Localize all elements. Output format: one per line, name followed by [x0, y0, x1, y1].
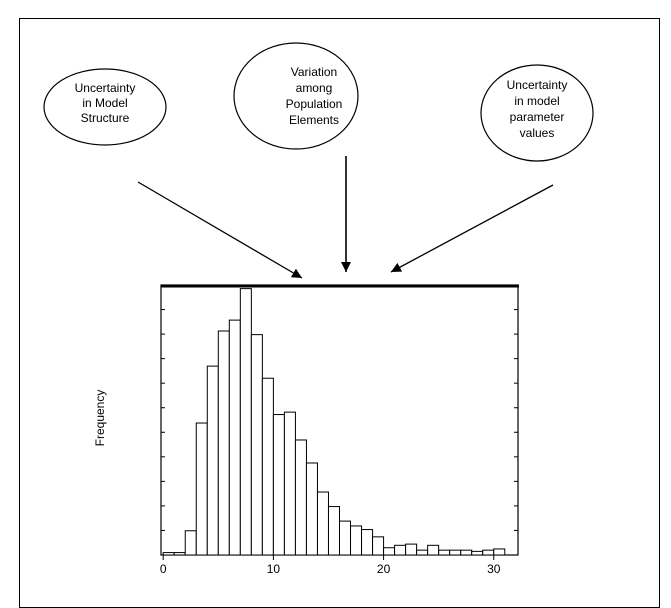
histogram-bars [162, 288, 506, 556]
histogram-bar-23 [416, 549, 429, 556]
parameter-values-label-line-3: parameter [510, 110, 565, 124]
source-node-model-structure: Uncertainty in Model Structure [43, 68, 167, 146]
source-node-parameter-values: Uncertainty in model parameter values [480, 64, 594, 162]
histogram-bar-30 [493, 548, 506, 556]
histogram-bar-25 [438, 549, 451, 556]
histogram-bar-29 [482, 549, 495, 556]
arrow-model-structure [137, 181, 303, 279]
histogram-bar-16 [339, 520, 352, 556]
histogram-bar-4 [206, 365, 219, 556]
histogram-bar-20 [383, 547, 396, 556]
histogram-bar-9 [261, 377, 274, 556]
histogram-bar-3 [195, 422, 208, 556]
histogram-bar-19 [372, 536, 385, 556]
x-tick-label-3: 30 [487, 562, 501, 576]
histogram-bar-15 [327, 506, 341, 556]
ellipse-population-variation [233, 42, 359, 150]
histogram-bar-24 [427, 544, 440, 556]
x-tick-label-2: 20 [377, 562, 391, 576]
histogram-bar-13 [305, 462, 318, 556]
histogram-bar-26 [449, 549, 462, 556]
model-structure-label-line-3: Structure [81, 111, 130, 125]
histogram-bar-22 [405, 543, 418, 556]
x-axis-ticks: 0 10 20 30 [160, 555, 501, 576]
x-tick-label-0: 0 [160, 562, 167, 576]
population-variation-label-line-2: among [296, 81, 333, 95]
histogram: 0 10 20 30 Frequency [93, 284, 519, 576]
model-structure-label-line-2: in Model [82, 96, 127, 110]
parameter-values-label-line-2: in model [514, 94, 559, 108]
histogram-bar-28 [471, 550, 484, 556]
arrow-parameter-values [390, 184, 554, 273]
parameter-values-label-line-4: values [520, 126, 555, 140]
y-axis-ticks [161, 309, 518, 531]
ellipse-model-structure [43, 68, 167, 146]
histogram-bar-6 [228, 319, 241, 556]
histogram-bar-7 [239, 288, 252, 556]
histogram-bar-8 [250, 334, 263, 556]
population-variation-label-line-3: Population [286, 97, 343, 111]
histogram-bar-17 [350, 525, 363, 556]
histogram-bar-12 [294, 439, 307, 556]
parameter-values-label-line-1: Uncertainty [507, 78, 568, 92]
histogram-bar-5 [217, 330, 230, 556]
source-node-population-variation: Variation among Population Elements [233, 42, 359, 150]
ellipse-parameter-values [480, 64, 594, 162]
histogram-bar-11 [283, 411, 296, 556]
y-axis-label: Frequency [93, 390, 107, 447]
histogram-bar-14 [316, 491, 329, 556]
histogram-bar-0 [162, 552, 175, 556]
population-variation-label-line-4: Elements [289, 113, 339, 127]
model-structure-label-line-1: Uncertainty [75, 81, 136, 95]
histogram-bar-27 [460, 549, 473, 556]
population-variation-label-line-1: Variation [291, 65, 337, 79]
histogram-bar-10 [272, 414, 285, 556]
x-tick-label-1: 10 [267, 562, 281, 576]
histogram-bar-18 [361, 529, 374, 556]
histogram-bar-2 [184, 530, 197, 556]
histogram-bar-1 [173, 552, 186, 556]
histogram-bar-21 [394, 544, 407, 556]
